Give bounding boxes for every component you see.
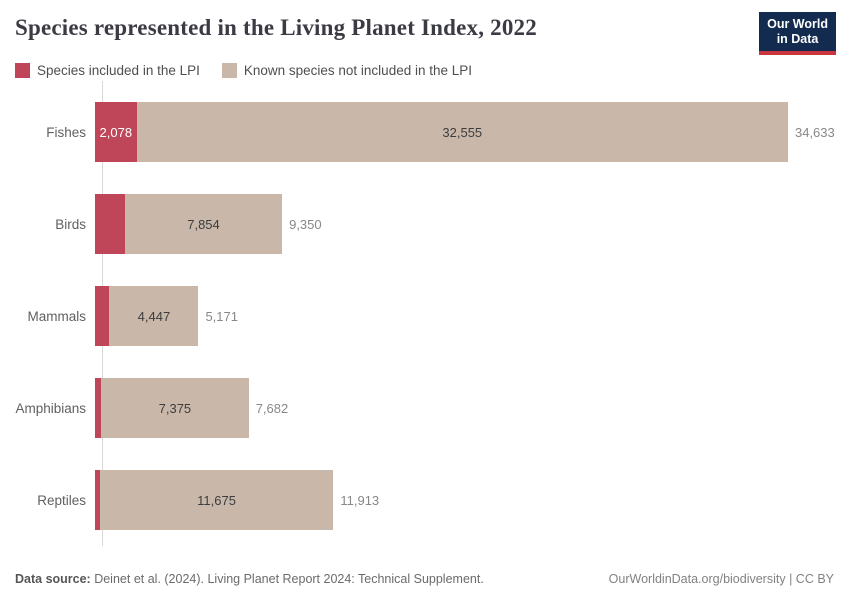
category-label: Birds <box>55 216 86 232</box>
owid-logo-line2: in Data <box>776 32 819 46</box>
bar-segment-not-included[interactable]: 4,447 <box>109 286 199 346</box>
category-label: Reptiles <box>37 492 86 508</box>
bar-segment-included[interactable] <box>95 470 100 530</box>
bar-segment-included[interactable] <box>95 286 110 346</box>
category-label: Fishes <box>46 124 86 140</box>
bar-segment-included[interactable] <box>95 378 102 438</box>
bar-track: 11,675 11,913 <box>95 470 788 530</box>
bar-segment-not-included[interactable]: 32,555 <box>136 102 788 162</box>
total-value-label: 9,350 <box>289 216 322 232</box>
bar-segment-not-included[interactable]: 7,375 <box>101 378 249 438</box>
chart-title: Species represented in the Living Planet… <box>15 15 537 40</box>
bar-segment-included[interactable]: 2,078 <box>95 102 137 162</box>
legend-item-0[interactable]: Species included in the LPI <box>15 63 200 78</box>
bar-track: 7,375 7,682 <box>95 378 788 438</box>
chart-footer: Data source: Deinet et al. (2024). Livin… <box>15 572 834 586</box>
total-value-label: 34,633 <box>794 124 835 140</box>
total-value-label: 11,913 <box>340 492 380 508</box>
bar-track: 2,078 32,555 34,633 <box>95 102 835 162</box>
bar-rows: Fishes 2,078 32,555 34,633 Birds 7,854 9,350 Ma… <box>15 102 835 530</box>
owid-url-license-link[interactable]: OurWorldinData.org/biodiversity | CC BY <box>608 572 834 586</box>
category-label: Mammals <box>27 308 86 324</box>
legend-label: Species included in the LPI <box>37 63 200 78</box>
bar-track: 4,447 5,171 <box>95 286 788 346</box>
bar-segment-included[interactable] <box>95 194 125 254</box>
owid-logo-line1: Our World <box>767 17 828 31</box>
bar-row-amphibians: Amphibians 7,375 7,682 <box>15 378 834 438</box>
bar-row-mammals: Mammals 4,447 5,171 <box>15 286 834 346</box>
total-value-label: 7,682 <box>255 400 289 416</box>
bar-row-fishes: Fishes 2,078 32,555 34,633 <box>15 102 835 162</box>
legend-swatch-icon <box>15 63 30 78</box>
owid-logo[interactable]: Our World in Data <box>759 12 836 55</box>
bar-segment-not-included[interactable]: 7,854 <box>124 194 283 254</box>
category-label: Amphibians <box>15 400 86 416</box>
data-source-label: Data source: <box>15 572 91 586</box>
chart-legend: Species included in the LPI Known species… <box>15 63 834 78</box>
bar-segment-not-included[interactable]: 11,675 <box>99 470 334 530</box>
data-source-text: Deinet et al. (2024). Living Planet Repo… <box>90 572 484 586</box>
total-value-label: 5,171 <box>205 308 238 324</box>
bar-row-reptiles: Reptiles 11,675 11,913 <box>15 470 834 530</box>
bar-row-birds: Birds 7,854 9,350 <box>15 194 834 254</box>
legend-item-1[interactable]: Known species not included in the LPI <box>221 63 473 78</box>
bar-chart: Fishes 2,078 32,555 34,633 Birds 7,854 9,350 Ma… <box>15 78 835 546</box>
data-source-note: Data source: Deinet et al. (2024). Livin… <box>15 572 484 586</box>
legend-label: Known species not included in the LPI <box>243 63 473 78</box>
legend-swatch-icon <box>221 63 237 78</box>
bar-track: 7,854 9,350 <box>95 194 788 254</box>
